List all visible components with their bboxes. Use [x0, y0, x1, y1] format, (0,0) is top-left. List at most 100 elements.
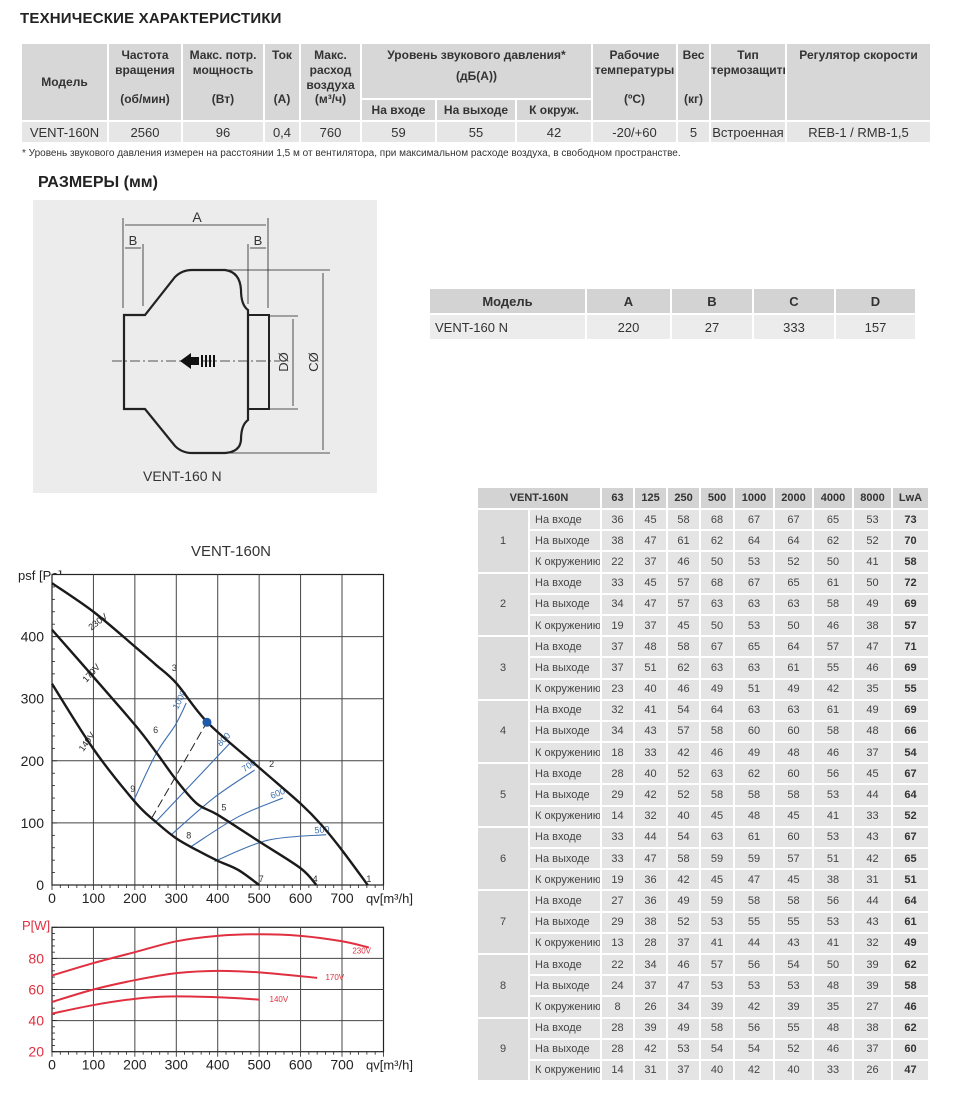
noise-cell: 26: [852, 1058, 894, 1083]
noise-cell: 50: [852, 571, 894, 595]
lwa-cell: 62: [891, 952, 931, 977]
noise-cell: 56: [812, 762, 855, 786]
x-tick-label: 100: [82, 890, 106, 906]
series-label: 140V: [270, 995, 289, 1004]
noise-cell: 57: [666, 571, 702, 595]
noise-cell: 24: [600, 974, 636, 998]
noise-cell: 58: [733, 783, 776, 807]
noise-cell: 54: [699, 1037, 736, 1061]
noise-cell: 58: [666, 635, 702, 659]
y-tick-label: 20: [28, 1044, 44, 1060]
point-number: 5: [476, 762, 530, 828]
noise-cell: 52: [666, 783, 702, 807]
x-tick-label: 300: [165, 1057, 189, 1073]
x-tick-label: 700: [330, 1057, 354, 1073]
noise-cell: 68: [699, 507, 736, 532]
point-label: 6: [153, 725, 158, 735]
dimensions-table: Модель A B C D VENT-160 N 220 27 333 157: [428, 287, 917, 341]
noise-cell: 34: [666, 995, 702, 1019]
table-row: К окружению 19 36 42 45 47 45 38 31 51: [477, 868, 931, 892]
noise-cell: 63: [699, 825, 736, 850]
y-tick-label: 400: [21, 629, 45, 645]
noise-cell: 64: [773, 529, 815, 553]
noise-cell: 59: [699, 889, 736, 913]
dashed-line: [150, 723, 207, 819]
lwa-cell: 58: [891, 974, 931, 998]
noise-cell: 58: [812, 592, 855, 616]
table-row: К окружению 22 37 46 50 53 52 50 41 58: [477, 550, 931, 574]
table-row: VENT-160 N 220 27 333 157: [428, 313, 917, 341]
point-label: 8: [186, 830, 191, 840]
noise-cell: 54: [733, 1037, 776, 1061]
noise-cell: 22: [600, 952, 636, 977]
noise-cell: 54: [773, 952, 815, 977]
noise-cell: 63: [733, 592, 776, 616]
noise-cell: 47: [633, 529, 669, 553]
lwa-cell: 47: [891, 1058, 931, 1083]
y-axis-label: P[W]: [22, 918, 50, 933]
iso-line-1000: [133, 702, 187, 801]
noise-cell: 36: [633, 889, 669, 913]
x-tick-label: 300: [165, 890, 189, 906]
noise-cell: 41: [852, 550, 894, 574]
noise-cell: 53: [812, 783, 855, 807]
dimensions-title: РАЗМЕРЫ (мм): [38, 174, 158, 191]
point-label: 7: [259, 874, 264, 884]
noise-cell: 58: [699, 719, 736, 744]
spec-cell: 5: [676, 120, 711, 144]
lwa-cell: 70: [891, 529, 931, 553]
spec-cell: Встроенная: [709, 120, 787, 144]
row-label: На выходе: [527, 592, 603, 616]
noise-cell: 34: [633, 952, 669, 977]
noise-cell: 39: [852, 952, 894, 977]
lwa-cell: 54: [891, 741, 931, 765]
noise-cell: 57: [666, 719, 702, 744]
noise-cell: 55: [733, 910, 776, 934]
dims-header: D: [834, 287, 917, 315]
noise-cell: 61: [773, 656, 815, 680]
noise-cell: 53: [852, 507, 894, 532]
noise-cell: 31: [633, 1058, 669, 1083]
table-row: VENT-160N 2560 96 0,4 760 59 55 42 -20/+60 5 Встро…: [20, 120, 932, 144]
lwa-cell: 69: [891, 592, 931, 616]
noise-cell: 62: [699, 529, 736, 553]
noise-cell: 52: [852, 529, 894, 553]
dims-cell: 157: [834, 313, 917, 341]
noise-cell: 58: [699, 783, 736, 807]
noise-cell: 54: [666, 698, 702, 722]
noise-cell: 52: [773, 1037, 815, 1061]
x-tick-label: 400: [206, 890, 230, 906]
dim-label-d: DØ: [276, 352, 291, 372]
noise-cell: 44: [733, 931, 776, 955]
point-number: 4: [476, 698, 530, 765]
point-number: 1: [476, 508, 530, 574]
noise-cell: 36: [600, 507, 636, 532]
noise-cell: 32: [600, 698, 636, 722]
noise-cell: 39: [633, 1016, 669, 1040]
noise-cell: 63: [699, 656, 736, 680]
noise-cell: 43: [633, 719, 669, 744]
noise-cell: 58: [699, 1016, 736, 1040]
noise-cell: 57: [666, 592, 702, 616]
noise-cell: 42: [812, 677, 855, 701]
table-row: К окружению 14 32 40 45 48 45 41 33 52: [477, 804, 931, 828]
dimension-lines: [122, 218, 330, 454]
noise-cell: 37: [852, 741, 894, 765]
spec-cell: -20/+60: [591, 120, 678, 144]
x-tick-label: 500: [247, 1057, 271, 1073]
noise-cell: 14: [600, 804, 636, 828]
noise-cell: 62: [812, 529, 855, 553]
spec-cell: 59: [360, 120, 437, 144]
dims-header: B: [670, 287, 754, 315]
table-row: К окружению 14 31 37 40 42 40 33 26 47: [477, 1058, 931, 1083]
dims-cell: 220: [585, 313, 672, 341]
noise-cell: 55: [773, 1016, 815, 1040]
row-label: На входе: [527, 1016, 603, 1040]
noise-cell: 53: [733, 550, 776, 574]
lwa-cell: 69: [891, 656, 931, 680]
noise-cell: 42: [852, 846, 894, 871]
noise-cell: 42: [733, 995, 776, 1019]
row-label: На выходе: [527, 910, 603, 934]
noise-cell: 53: [666, 1037, 702, 1061]
